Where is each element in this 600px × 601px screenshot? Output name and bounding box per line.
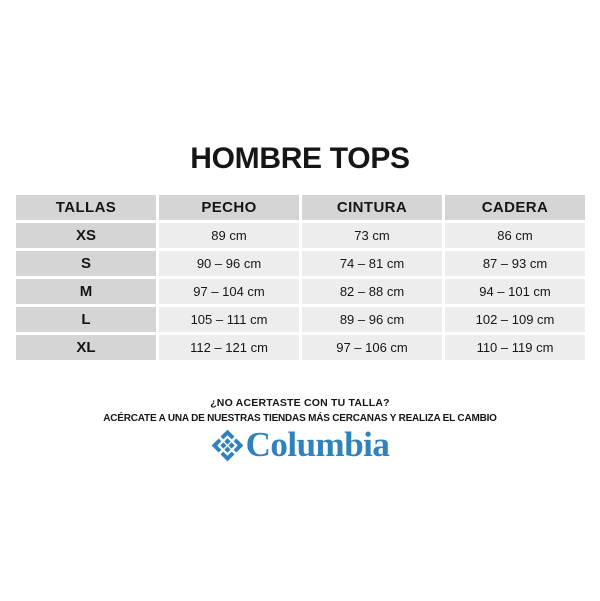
columbia-wordmark: Columbia [245, 425, 390, 464]
cadera-cell: 94 – 101 cm [445, 279, 585, 304]
column-header-cintura: CINTURA [302, 195, 442, 220]
cadera-cell: 102 – 109 cm [445, 307, 585, 332]
columbia-diamond-icon [211, 429, 243, 461]
size-cell: XS [16, 223, 156, 248]
table-row: S 90 – 96 cm 74 – 81 cm 87 – 93 cm [16, 251, 585, 276]
cintura-cell: 73 cm [302, 223, 442, 248]
table-row: M 97 – 104 cm 82 – 88 cm 94 – 101 cm [16, 279, 585, 304]
footer: ¿NO ACERTASTE CON TU TALLA? ACÉRCATE A U… [0, 397, 600, 424]
column-header-pecho: PECHO [159, 195, 299, 220]
cadera-cell: 86 cm [445, 223, 585, 248]
cadera-cell: 87 – 93 cm [445, 251, 585, 276]
table-header-row: TALLAS PECHO CINTURA CADERA [16, 195, 585, 220]
footer-instruction: ACÉRCATE A UNA DE NUESTRAS TIENDAS MÁS C… [103, 412, 497, 424]
cintura-cell: 89 – 96 cm [302, 307, 442, 332]
pecho-cell: 112 – 121 cm [159, 335, 299, 360]
cintura-cell: 82 – 88 cm [302, 279, 442, 304]
cintura-cell: 74 – 81 cm [302, 251, 442, 276]
size-cell: XL [16, 335, 156, 360]
column-header-tallas: TALLAS [16, 195, 156, 220]
size-cell: L [16, 307, 156, 332]
page-title: HOMBRE TOPS [190, 142, 410, 175]
table-row: XS 89 cm 73 cm 86 cm [16, 223, 585, 248]
pecho-cell: 97 – 104 cm [159, 279, 299, 304]
cadera-cell: 110 – 119 cm [445, 335, 585, 360]
cintura-cell: 97 – 106 cm [302, 335, 442, 360]
columbia-logo: Columbia [0, 425, 600, 464]
footer-question: ¿NO ACERTASTE CON TU TALLA? [210, 397, 390, 409]
pecho-cell: 89 cm [159, 223, 299, 248]
pecho-cell: 90 – 96 cm [159, 251, 299, 276]
table-row: XL 112 – 121 cm 97 – 106 cm 110 – 119 cm [16, 335, 585, 360]
pecho-cell: 105 – 111 cm [159, 307, 299, 332]
column-header-cadera: CADERA [445, 195, 585, 220]
size-table: TALLAS PECHO CINTURA CADERA XS 89 cm 73 … [13, 192, 588, 363]
size-cell: M [16, 279, 156, 304]
table-row: L 105 – 111 cm 89 – 96 cm 102 – 109 cm [16, 307, 585, 332]
size-cell: S [16, 251, 156, 276]
